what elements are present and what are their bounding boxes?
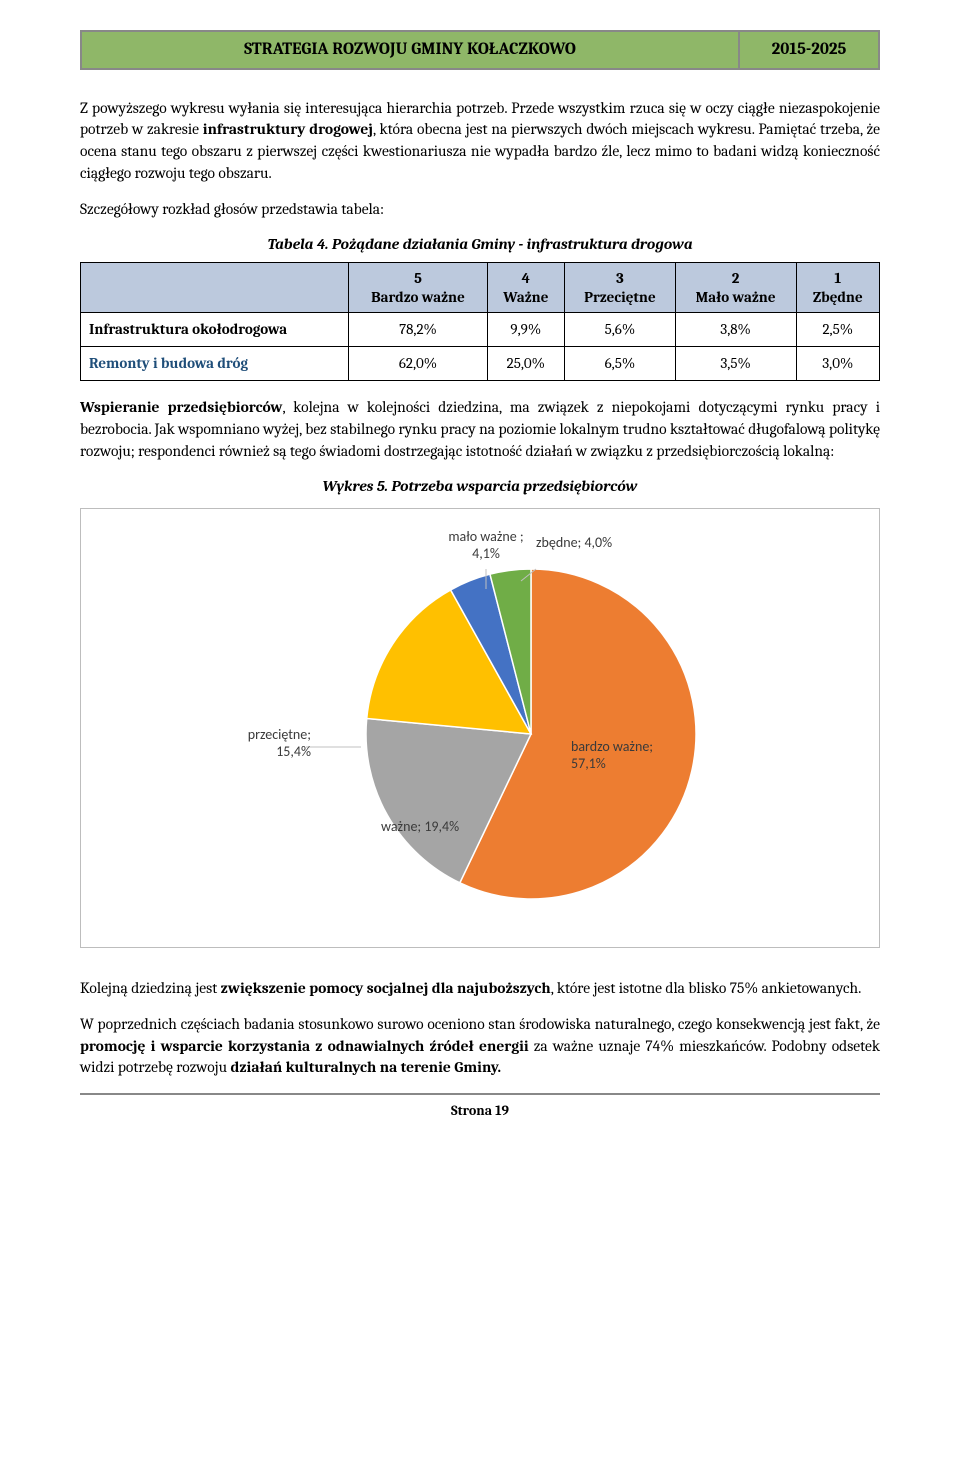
table-header: 2Mało ważne <box>675 262 796 313</box>
pie-label-bardzo-wazne: bardzo ważne;57,1% <box>571 739 681 773</box>
cell: 3,8% <box>675 313 796 347</box>
chart5-container: mało ważne ;4,1% zbędne; 4,0% przeciętne… <box>80 508 880 948</box>
page: STRATEGIA ROZWOJU GMINY KOŁACZKOWO 2015-… <box>0 0 960 1161</box>
col-label: Mało ważne <box>696 288 776 306</box>
table-header: 4Ważne <box>487 262 565 313</box>
cell: 78,2% <box>349 313 487 347</box>
table-header: 1Zbędne <box>796 262 879 313</box>
pie-svg <box>361 564 701 904</box>
cell: 3,0% <box>796 347 879 381</box>
table-header-blank <box>81 262 349 313</box>
paragraph-1: Z powyższego wykresu wyłania się interes… <box>80 98 880 185</box>
col-num: 2 <box>732 269 740 287</box>
text: Kolejną dziedziną jest <box>80 979 221 997</box>
text: , które jest istotne dla blisko 75% anki… <box>551 979 862 997</box>
table-row: Remonty i budowa dróg 62,0% 25,0% 6,5% 3… <box>81 347 880 381</box>
paragraph-5: W poprzednich częściach badania stosunko… <box>80 1014 880 1079</box>
doc-title: STRATEGIA ROZWOJU GMINY KOŁACZKOWO <box>80 30 740 70</box>
col-label: Bardzo ważne <box>371 288 465 306</box>
page-footer: Strona 19 <box>80 1093 880 1121</box>
cell: 2,5% <box>796 313 879 347</box>
chart5-title: Wykres 5. Potrzeba wsparcia przedsiębior… <box>80 476 880 498</box>
text-bold: działań kulturalnych na terenie Gminy. <box>231 1058 502 1076</box>
doc-years: 2015-2025 <box>740 30 880 70</box>
cell: 62,0% <box>349 347 487 381</box>
col-label: Zbędne <box>813 288 863 306</box>
cell: 25,0% <box>487 347 565 381</box>
pie-label-wazne: ważne; 19,4% <box>381 819 459 836</box>
pie-chart <box>361 564 701 904</box>
col-label: Ważne <box>503 288 548 306</box>
table4: 5Bardzo ważne 4Ważne 3Przeciętne 2Mało w… <box>80 262 880 382</box>
text-bold: zwiększenie pomocy socjalnej dla najuboż… <box>221 979 551 997</box>
col-num: 3 <box>616 269 624 287</box>
text: W poprzednich częściach badania stosunko… <box>80 1015 880 1033</box>
paragraph-3: Wspieranie przedsiębiorców, kolejna w ko… <box>80 397 880 462</box>
col-num: 1 <box>834 269 841 287</box>
table-header: 5Bardzo ważne <box>349 262 487 313</box>
table4-caption: Tabela 4. Pożądane działania Gminy - inf… <box>80 234 880 256</box>
text-bold: infrastruktury drogowej <box>203 120 373 138</box>
pie-label-malo-wazne: mało ważne ;4,1% <box>426 529 546 563</box>
cell: 3,5% <box>675 347 796 381</box>
cell: 9,9% <box>487 313 565 347</box>
row-label: Infrastruktura okołodrogowa <box>81 313 349 347</box>
table-header: 3Przeciętne <box>565 262 676 313</box>
cell: 6,5% <box>565 347 676 381</box>
table-header-row: 5Bardzo ważne 4Ważne 3Przeciętne 2Mało w… <box>81 262 880 313</box>
paragraph-2: Szczegółowy rozkład głosów przedstawia t… <box>80 199 880 221</box>
col-num: 4 <box>522 269 530 287</box>
table-row: Infrastruktura okołodrogowa 78,2% 9,9% 5… <box>81 313 880 347</box>
row-label: Remonty i budowa dróg <box>81 347 349 381</box>
pie-label-przecietne: przeciętne;15,4% <box>221 727 311 761</box>
col-label: Przeciętne <box>584 288 656 306</box>
header-bar: STRATEGIA ROZWOJU GMINY KOŁACZKOWO 2015-… <box>80 30 880 70</box>
paragraph-4: Kolejną dziedziną jest zwiększenie pomoc… <box>80 978 880 1000</box>
text-bold: Wspieranie przedsiębiorców <box>80 398 282 416</box>
col-num: 5 <box>414 269 422 287</box>
text-bold: promocję i wsparcie korzystania z odnawi… <box>80 1037 529 1055</box>
cell: 5,6% <box>565 313 676 347</box>
pie-label-zbedne: zbędne; 4,0% <box>536 535 612 552</box>
